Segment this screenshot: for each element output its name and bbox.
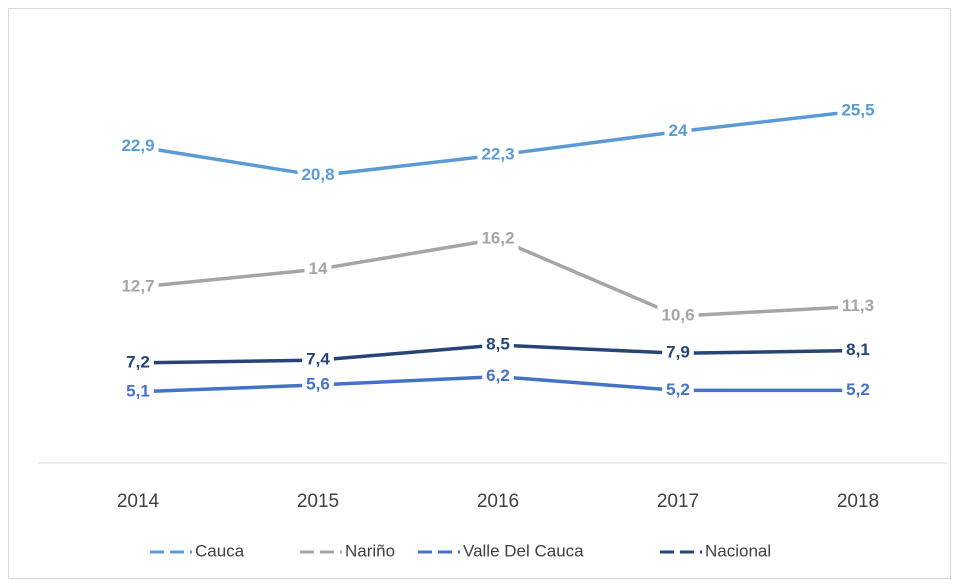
data-label-bg (482, 365, 514, 388)
data-label-bg (477, 144, 519, 167)
data-label-bg (304, 258, 332, 281)
data-label-bg (117, 276, 159, 299)
data-label-bg (837, 99, 879, 122)
legend-label: Nariño (345, 541, 395, 560)
data-label: 5,6 (306, 374, 330, 393)
data-label-bg (122, 351, 154, 374)
x-tick-label: 2015 (297, 491, 339, 512)
data-label: 7,2 (126, 352, 150, 371)
x-tick-label: 2014 (117, 491, 160, 512)
data-label: 6,2 (486, 366, 510, 385)
x-tick-label: 2017 (657, 491, 699, 512)
data-label: 5,1 (126, 381, 150, 400)
data-label: 5,2 (846, 380, 870, 399)
data-label-bg (302, 373, 334, 396)
x-tick-label: 2018 (837, 491, 879, 512)
legend-label: Nacional (705, 541, 771, 560)
data-label: 16,2 (481, 228, 514, 247)
legend-label: Valle Del Cauca (463, 541, 584, 560)
data-label: 8,1 (846, 340, 870, 359)
data-label: 20,8 (301, 165, 334, 184)
data-label-bg (842, 379, 874, 402)
data-label-bg (122, 380, 154, 403)
data-label-bg (842, 339, 874, 362)
data-label: 24 (669, 121, 688, 140)
data-label-bg (664, 120, 692, 143)
data-label-bg (302, 349, 334, 372)
data-label-bg (657, 305, 699, 328)
data-label: 5,2 (666, 380, 690, 399)
data-label: 10,6 (661, 306, 694, 325)
data-label-bg (477, 227, 519, 250)
data-label: 11,3 (842, 296, 874, 315)
data-label: 7,4 (306, 350, 330, 369)
data-label-bg (482, 333, 514, 356)
data-label: 22,9 (121, 136, 154, 155)
data-label-bg (297, 164, 339, 187)
data-label: 14 (309, 259, 328, 278)
data-label: 25,5 (841, 100, 874, 119)
data-label: 12,7 (121, 277, 154, 296)
data-label: 22,3 (481, 144, 514, 163)
data-label: 7,9 (666, 343, 690, 362)
data-label-bg (117, 135, 159, 158)
x-tick-label: 2016 (477, 491, 519, 512)
data-label-bg (662, 342, 694, 365)
data-label: 8,5 (486, 334, 510, 353)
data-label-bg (662, 379, 694, 402)
data-label-bg (837, 295, 879, 318)
chart-border (8, 8, 951, 579)
legend-label: Cauca (195, 541, 245, 560)
